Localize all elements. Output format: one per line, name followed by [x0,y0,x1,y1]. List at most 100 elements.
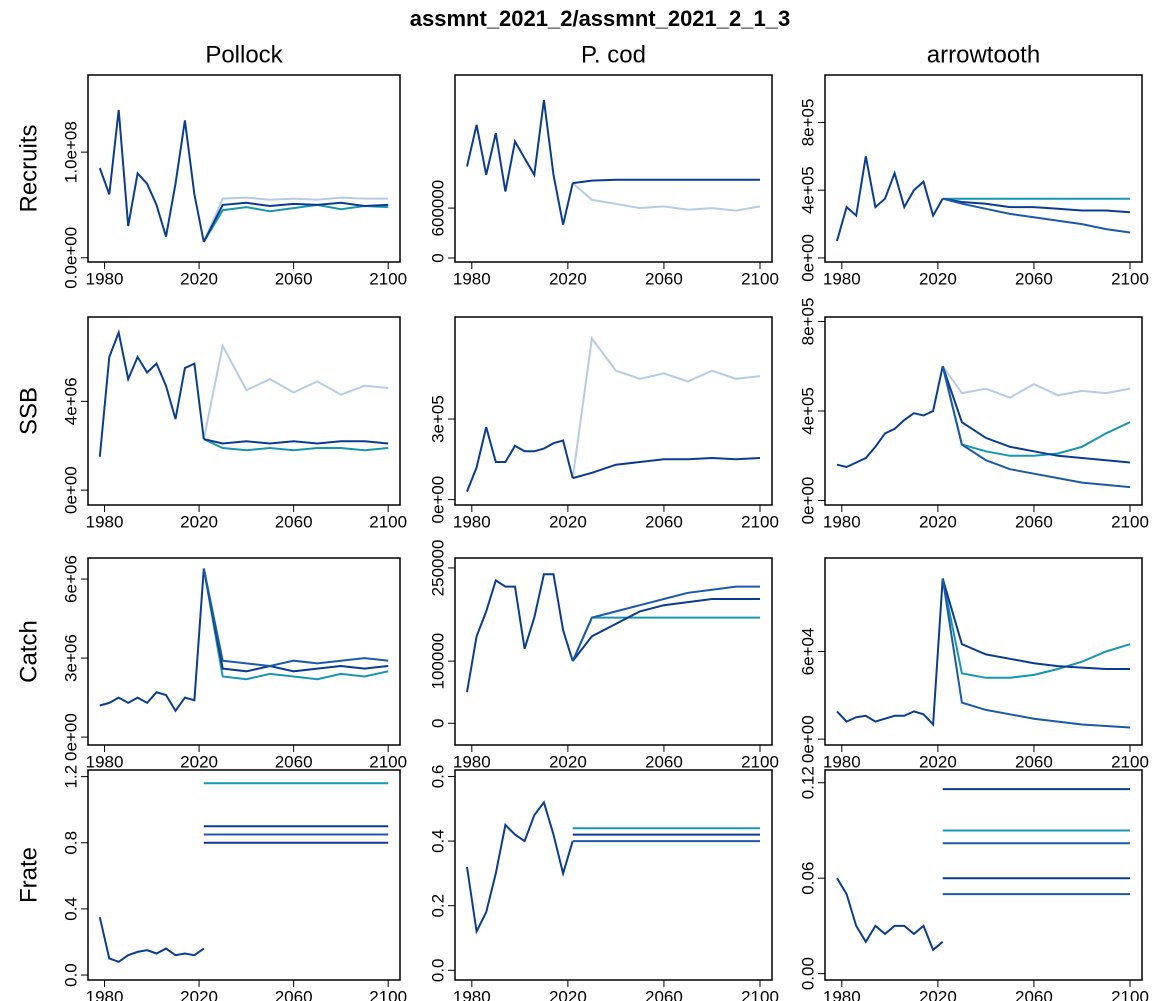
series-line [942,197,1131,214]
column-title: Pollock [205,41,283,68]
y-tick-label: 0e+00 [428,476,447,524]
x-tick-label: 1980 [453,987,491,1001]
y-tick-label: 0.00 [798,957,817,990]
series-line [203,438,389,445]
series-line [202,203,389,243]
plot-frame [824,74,1143,263]
y-tick-label: 0.0 [428,958,447,982]
series-line [941,578,1130,670]
y-tick-label: 1.2 [61,765,80,789]
series-line [202,196,389,243]
plot-frame [87,74,401,263]
series-line [466,800,574,935]
y-tick-label: 0.6 [428,765,447,789]
x-tick-label: 2060 [1015,269,1053,288]
x-tick-label: 2100 [369,987,407,1001]
x-tick-label: 2060 [645,269,683,288]
y-tick-label: 3e+06 [61,634,80,682]
y-tick-label: 6e+06 [61,555,80,603]
x-tick-label: 2100 [369,752,407,771]
series-line [942,197,1131,234]
x-tick-label: 2020 [919,512,957,531]
series-line [941,365,1131,464]
series-line [571,585,760,662]
series-line [571,616,760,662]
x-tick-label: 2100 [369,512,407,531]
y-tick-label: 6e+04 [798,628,817,676]
y-tick-label: 4e+06 [61,377,80,425]
x-tick-label: 2020 [549,512,587,531]
series-line [203,438,389,452]
y-tick-label: 0e+00 [798,234,817,282]
plot-frame [454,769,773,981]
series-line [98,916,205,963]
plot-frame [454,557,773,746]
y-tick-label: 8e+05 [798,298,817,346]
y-tick-label: 0.2 [428,894,447,918]
y-tick-label: 0 [428,719,447,728]
series-line [571,598,760,662]
x-tick-label: 2060 [275,752,313,771]
y-tick-label: 0.4 [61,897,80,921]
row-label: Catch [15,620,42,683]
x-tick-label: 2020 [919,987,957,1001]
x-tick-label: 2060 [275,987,313,1001]
y-tick-label: 0.0 [61,963,80,987]
x-tick-label: 1980 [86,269,124,288]
plot-frame [87,557,401,746]
x-tick-label: 1980 [86,752,124,771]
x-tick-label: 2020 [180,752,218,771]
x-tick-label: 2060 [1015,987,1053,1001]
x-tick-label: 2020 [919,752,957,771]
row-label: Frate [15,847,42,903]
plot-frame [824,316,1143,506]
x-tick-label: 1980 [823,269,861,288]
x-tick-label: 2060 [1015,512,1053,531]
y-tick-label: 0e+00 [798,715,817,763]
y-tick-label: 3e+05 [428,395,447,443]
series-line [572,182,761,212]
series-line [836,156,944,242]
plot-frame [87,316,401,506]
series-line [466,99,574,225]
plot-frame [454,316,773,506]
x-tick-label: 2060 [645,987,683,1001]
x-tick-label: 2060 [275,512,313,531]
series-line [202,568,389,681]
y-tick-label: 100000 [428,633,447,690]
y-tick-label: 8e+05 [798,99,817,147]
x-tick-label: 2100 [1111,512,1149,531]
y-tick-label: 0.8 [61,831,80,855]
x-tick-label: 1980 [86,987,124,1001]
x-tick-label: 2100 [741,512,779,531]
x-tick-label: 2100 [741,752,779,771]
x-tick-label: 2020 [549,269,587,288]
plot-frame [454,74,773,263]
series-line [98,109,205,243]
x-tick-label: 2060 [645,512,683,531]
y-tick-label: 0.4 [428,829,447,853]
y-tick-label: 0 [428,253,447,262]
x-tick-label: 2020 [549,987,587,1001]
x-tick-label: 2060 [1015,752,1053,771]
series-line [941,578,1131,729]
x-tick-label: 1980 [453,512,491,531]
y-tick-label: 1.0e+08 [61,121,80,183]
series-line [941,365,1131,399]
series-line [466,573,574,693]
x-tick-label: 2100 [369,269,407,288]
plot-frame [824,557,1143,746]
series-line [571,335,761,479]
series-line [941,365,1131,457]
x-tick-label: 2100 [1111,269,1149,288]
x-tick-label: 1980 [823,987,861,1001]
x-tick-label: 2100 [1111,752,1149,771]
x-tick-label: 2020 [180,987,218,1001]
series-line [99,568,205,713]
x-tick-label: 2100 [1111,987,1149,1001]
column-title: arrowtooth [927,41,1040,68]
x-tick-label: 2020 [919,269,957,288]
x-tick-label: 1980 [453,752,491,771]
y-tick-label: 0.06 [798,862,817,895]
y-tick-label: 0e+00 [798,477,817,525]
